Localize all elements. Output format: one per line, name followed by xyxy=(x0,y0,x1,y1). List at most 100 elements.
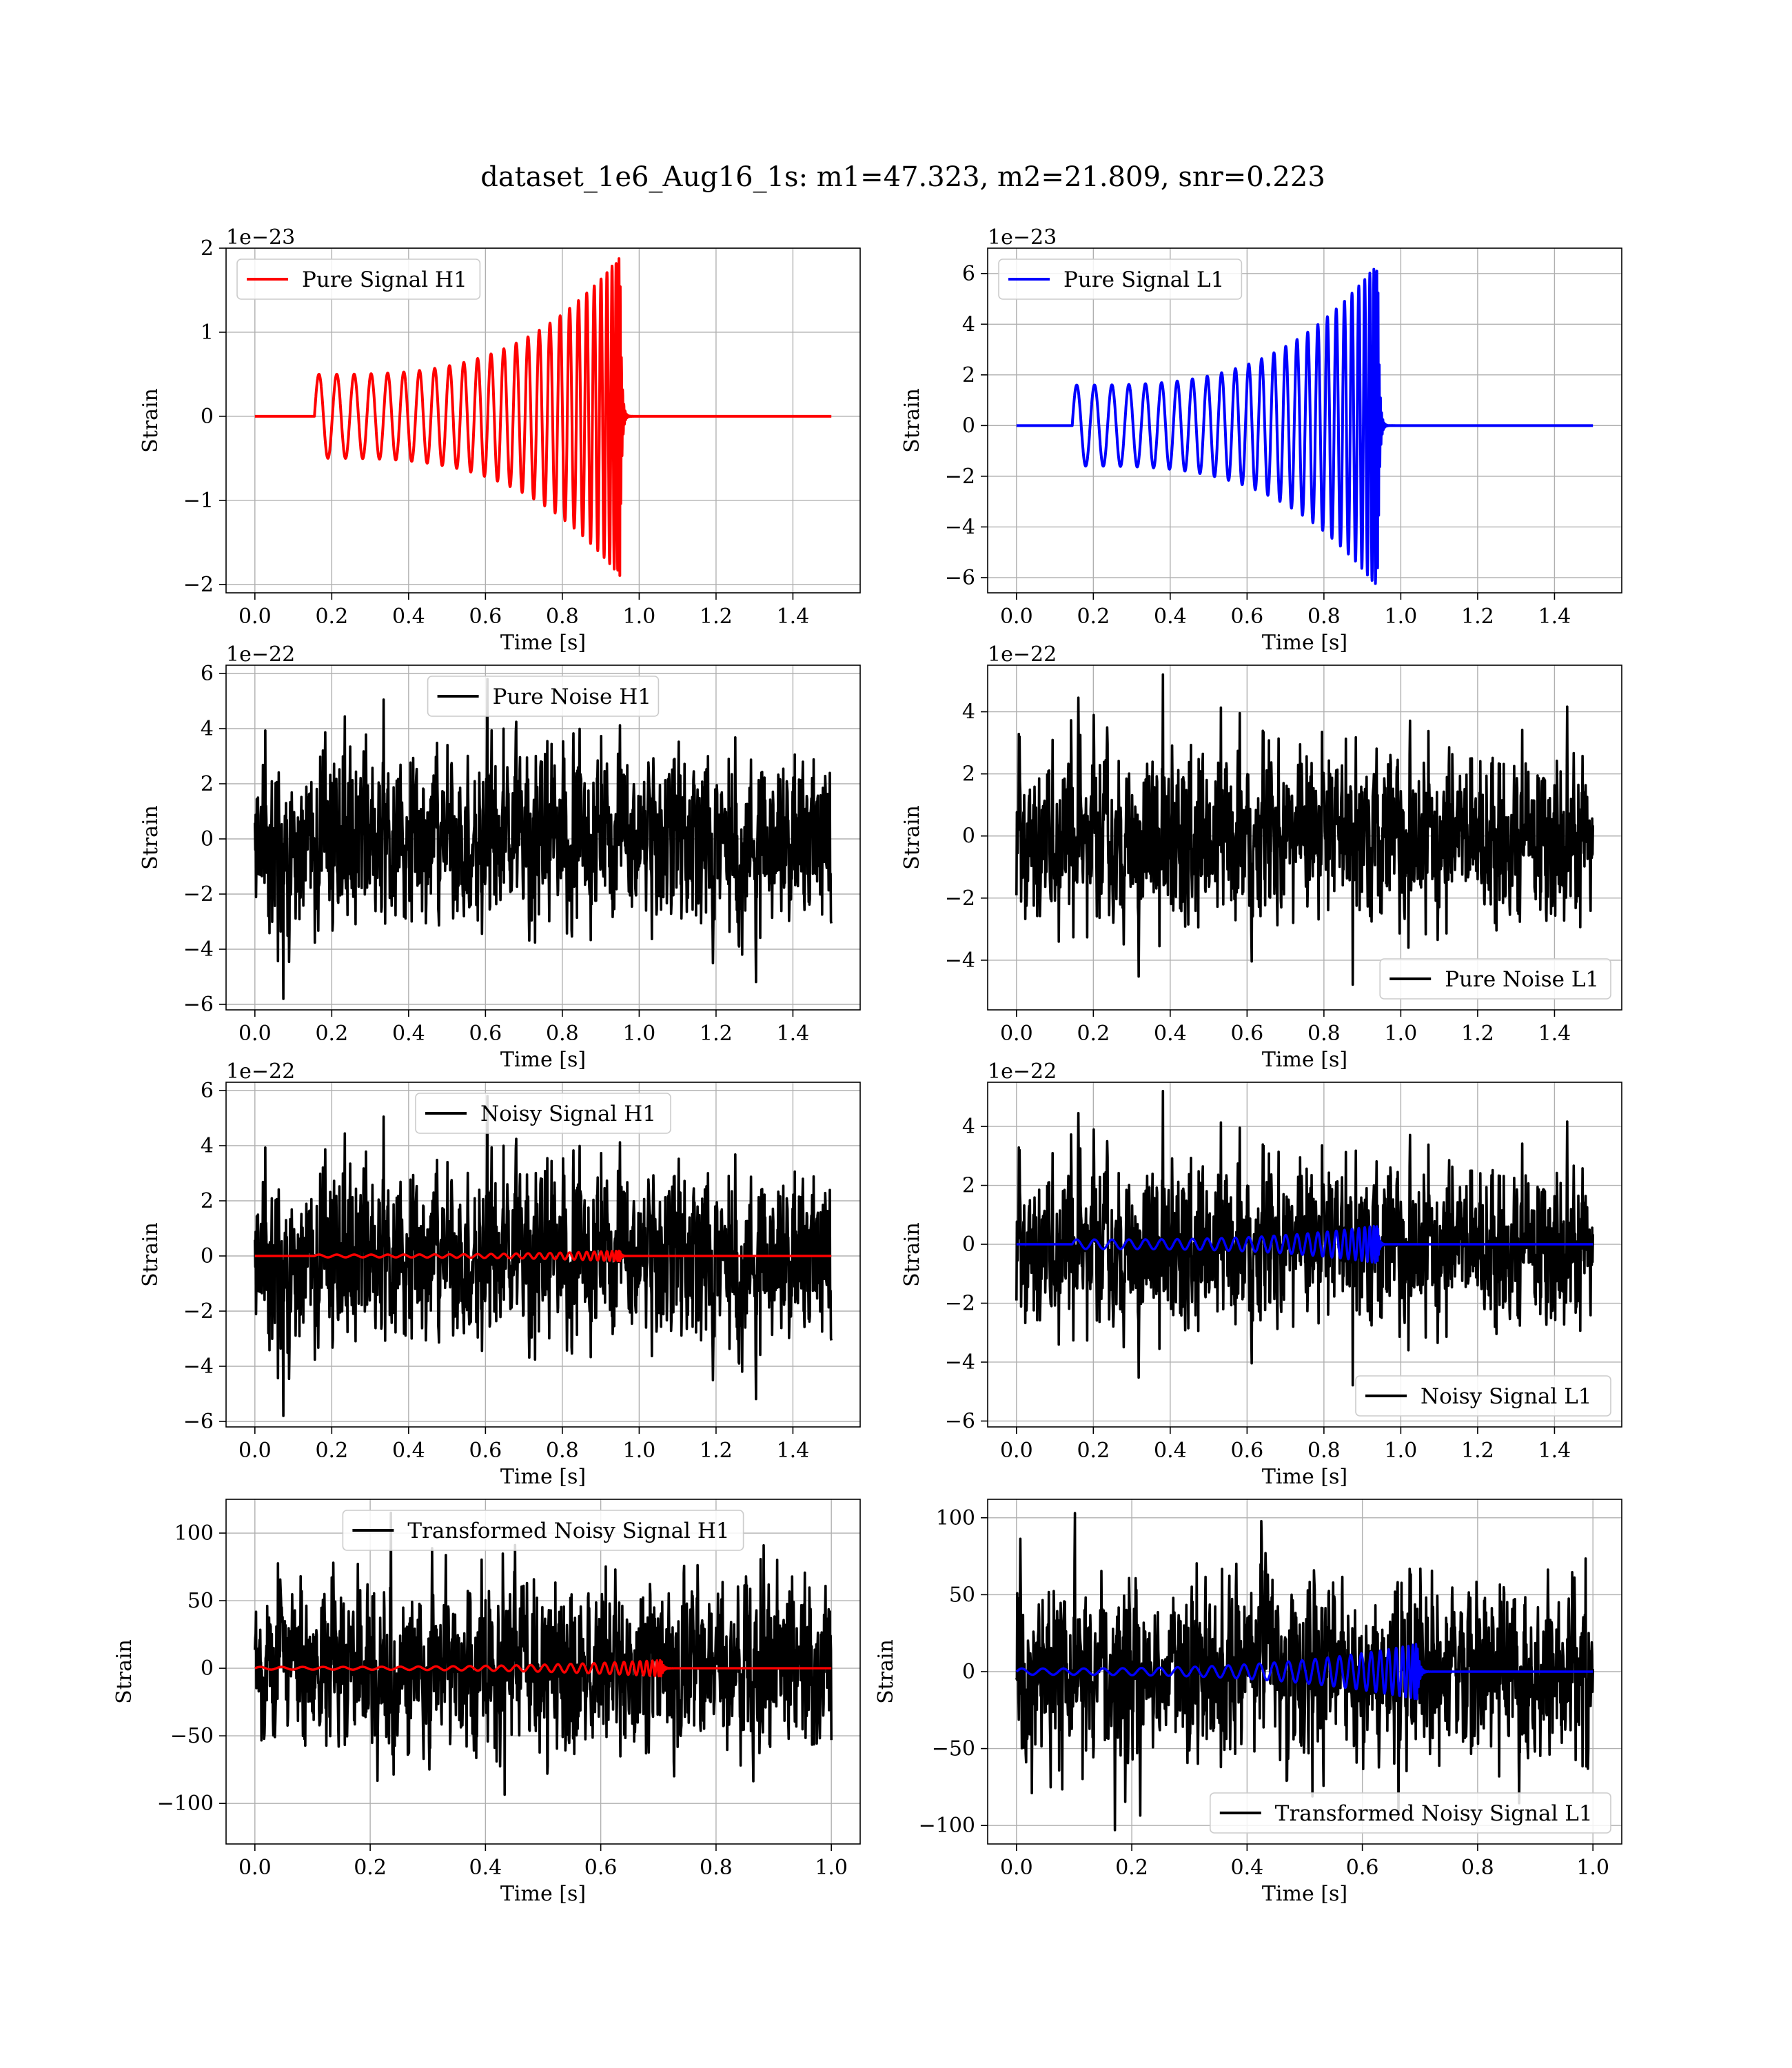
y-axis-label: Strain xyxy=(900,805,924,870)
y-axis-label: Strain xyxy=(874,1639,898,1704)
y-tick-label: 6 xyxy=(201,1079,214,1103)
series-line-noise xyxy=(1015,1512,1594,1832)
legend-box xyxy=(342,1510,744,1551)
series-group xyxy=(1016,267,1594,585)
x-tick-label: 0.2 xyxy=(315,1439,348,1463)
x-tick-label: 0.2 xyxy=(1077,1439,1110,1463)
x-tick-label: 0.8 xyxy=(1307,605,1341,629)
series-line-chirp xyxy=(254,1659,833,1678)
series-group xyxy=(254,1095,833,1417)
x-tick-label: 0.8 xyxy=(546,1022,579,1046)
axis-offset-text: 1e−22 xyxy=(226,1060,295,1084)
x-tick-label: 0.0 xyxy=(238,605,272,629)
y-tick-label: 2 xyxy=(201,236,214,261)
series-line-noise xyxy=(254,1095,833,1417)
x-axis-label: Time [s] xyxy=(500,1048,586,1072)
series-group xyxy=(1015,673,1594,986)
x-tick-label: 0.4 xyxy=(1154,605,1187,629)
axis-offset-text: 1e−22 xyxy=(988,1060,1057,1084)
legend: Noisy Signal H1 xyxy=(415,1093,671,1134)
series-line-chirp xyxy=(1016,1225,1594,1264)
x-tick-label: 0.8 xyxy=(546,1439,579,1463)
legend-box xyxy=(998,258,1243,300)
subplot-5: 0.0 0.2 0.4 0.6 0.8 1.0 1.2 1.4 −6 −4 −2 0 2 4 6 Time [… xyxy=(139,1060,861,1489)
legend: Noisy Signal L1 xyxy=(1355,1375,1611,1417)
x-tick-label: 1.4 xyxy=(777,1439,810,1463)
x-tick-label: 1.0 xyxy=(623,1022,656,1046)
x-tick-label: 1.0 xyxy=(1385,1439,1418,1463)
x-tick-label: 0.6 xyxy=(1231,1022,1264,1046)
series-line-noise xyxy=(1015,673,1594,986)
y-tick-label: −2 xyxy=(945,1292,975,1316)
x-tick-label: 0.4 xyxy=(1154,1439,1187,1463)
y-tick-label: 0 xyxy=(201,827,214,851)
series-group xyxy=(254,257,833,577)
y-tick-label: 50 xyxy=(187,1589,214,1613)
series-line-chirp xyxy=(1015,1643,1594,1701)
y-tick-label: 0 xyxy=(201,1656,214,1681)
y-tick-label: −100 xyxy=(157,1792,214,1816)
subplot-4: 0.0 0.2 0.4 0.6 0.8 1.0 1.2 1.4 −4 −2 0 2 4 Time [s] S… xyxy=(900,642,1622,1072)
legend: Pure Signal H1 xyxy=(236,258,481,300)
y-tick-label: 2 xyxy=(962,363,975,387)
y-axis-label: Strain xyxy=(900,388,924,453)
axis-offset-text: 1e−23 xyxy=(226,225,295,250)
y-tick-label: 0 xyxy=(962,1233,975,1257)
y-tick-label: 2 xyxy=(962,1174,975,1198)
x-tick-label: 0.2 xyxy=(315,1022,348,1046)
series-group xyxy=(1015,1090,1594,1387)
axis-offset-text: 1e−23 xyxy=(988,225,1057,250)
x-tick-label: 0.6 xyxy=(584,1856,618,1880)
y-tick-label: 2 xyxy=(962,762,975,787)
y-tick-label: −4 xyxy=(183,1355,214,1379)
legend-box xyxy=(236,258,481,300)
x-tick-label: 1.0 xyxy=(1385,1022,1418,1046)
y-tick-label: −6 xyxy=(183,1410,214,1434)
x-axis-label: Time [s] xyxy=(500,631,586,655)
y-tick-label: 50 xyxy=(949,1583,975,1607)
axes-frame xyxy=(225,1082,861,1428)
x-axis-label: Time [s] xyxy=(500,1465,586,1489)
legend: Pure Noise H1 xyxy=(427,676,660,717)
y-tick-label: 4 xyxy=(962,1115,975,1139)
subplot-grid: 0.0 0.2 0.4 0.6 0.8 1.0 1.2 1.4 −2 −1 0 1 2 Time [s] S… xyxy=(112,225,1622,1906)
x-tick-label: 0.4 xyxy=(392,605,425,629)
subplot-6: 0.0 0.2 0.4 0.6 0.8 1.0 1.2 1.4 −6 −4 −2 0 2 4 Time [s… xyxy=(900,1060,1622,1489)
legend-label: Pure Noise L1 xyxy=(1445,967,1599,992)
legend-label: Pure Noise H1 xyxy=(493,685,651,709)
y-tick-label: −2 xyxy=(945,886,975,911)
x-tick-label: 1.2 xyxy=(700,605,733,629)
subplot-1: 0.0 0.2 0.4 0.6 0.8 1.0 1.2 1.4 −2 −1 0 1 2 Time [s] S… xyxy=(139,225,861,655)
y-tick-label: 6 xyxy=(201,662,214,686)
axes-frame xyxy=(225,1499,861,1845)
y-tick-label: −4 xyxy=(945,515,975,539)
y-tick-label: −50 xyxy=(170,1724,214,1748)
y-tick-label: 1 xyxy=(201,321,214,345)
x-tick-label: 1.4 xyxy=(1538,1022,1571,1046)
y-tick-label: −4 xyxy=(945,949,975,973)
x-tick-label: 0.4 xyxy=(1154,1022,1187,1046)
x-tick-label: 0.6 xyxy=(1231,605,1264,629)
x-tick-label: 0.6 xyxy=(469,605,502,629)
figure-title: dataset_1e6_Aug16_1s: m1=47.323, m2=21.8… xyxy=(480,161,1325,193)
legend-box xyxy=(427,676,660,717)
x-tick-label: 1.0 xyxy=(623,1439,656,1463)
x-tick-label: 0.4 xyxy=(1231,1856,1264,1880)
x-tick-label: 1.4 xyxy=(777,605,810,629)
x-axis-label: Time [s] xyxy=(500,1882,586,1906)
x-tick-label: 0.4 xyxy=(392,1439,425,1463)
y-tick-label: 2 xyxy=(201,772,214,796)
y-tick-label: −100 xyxy=(919,1814,975,1838)
series-line-chirp xyxy=(254,1249,833,1263)
x-tick-label: 0.8 xyxy=(1461,1856,1494,1880)
series-line-chirp xyxy=(1016,267,1594,585)
series-line-noise xyxy=(254,1511,833,1796)
legend-box xyxy=(1210,1792,1611,1834)
x-tick-label: 0.0 xyxy=(238,1439,272,1463)
x-tick-label: 1.2 xyxy=(1461,605,1494,629)
subplot-3: 0.0 0.2 0.4 0.6 0.8 1.0 1.2 1.4 −6 −4 −2 0 2 4 6 Time [… xyxy=(139,642,861,1072)
legend: Transformed Noisy Signal H1 xyxy=(342,1510,744,1551)
x-tick-label: 1.2 xyxy=(700,1022,733,1046)
x-tick-label: 1.4 xyxy=(1538,605,1571,629)
x-tick-label: 0.2 xyxy=(315,605,348,629)
